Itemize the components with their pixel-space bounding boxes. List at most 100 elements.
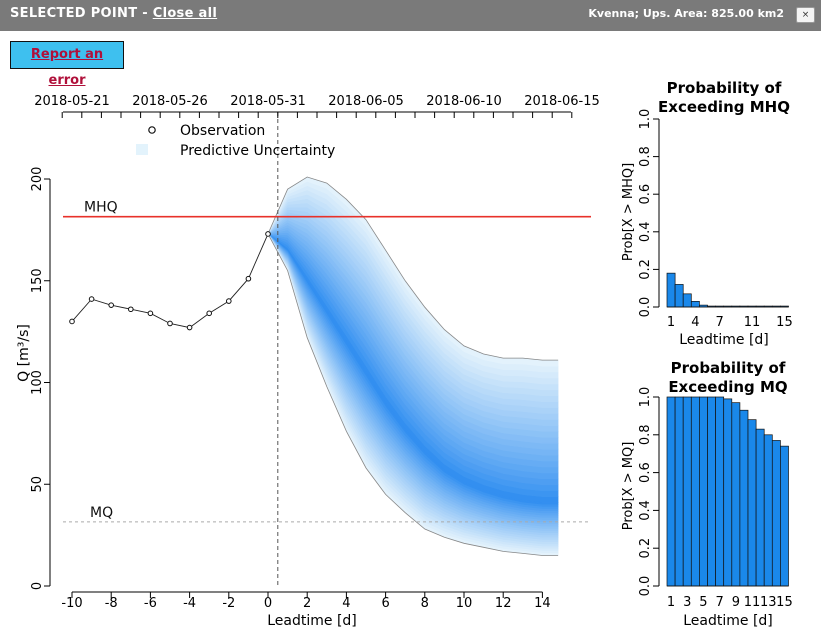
top-date-label: 2018-05-31 [230,94,306,109]
chart-title-line: Exceeding MHQ [658,98,790,116]
y-axis-title: Prob[X > MHQ] [621,163,636,261]
y-tick-label: 0.4 [638,500,653,521]
probability-bar [771,440,781,587]
probability-bar [666,272,676,308]
x-tick-label: 15 [776,595,793,610]
probability-bar [690,301,700,308]
top-date-label: 2018-06-05 [328,94,404,109]
x-tick-label: -6 [144,596,157,611]
x-tick-label: 7 [716,595,724,610]
probability-bar [674,396,684,587]
probability-bar [715,396,725,587]
close-icon[interactable]: × [796,7,815,23]
observation-point [147,310,154,317]
x-tick-label: 5 [699,595,707,610]
y-axis-title: Prob[X > MQ] [621,442,636,531]
station-info: Kvenna; Ups. Area: 825.00 km2 [588,7,784,20]
y-tick-label: 0.2 [638,538,653,559]
probability-bar [682,293,692,308]
uncertainty-upper-bound [267,176,559,361]
chart-title-line: Exceeding MQ [668,378,787,396]
x-tick-label: 6 [381,596,389,611]
observation-point [245,275,252,282]
probability-bar [699,396,708,587]
top-date-label: 2018-06-10 [426,94,502,109]
probability-bar [690,396,700,587]
probability-bar [682,396,692,587]
y-axis-title: Q [m³/s] [16,324,32,382]
x-tick-label: 15 [776,315,793,330]
y-tick-label: 0.8 [638,146,653,167]
top-date-label: 2018-05-21 [34,94,110,109]
x-tick-label: -2 [222,596,235,611]
threshold-label-mq: MQ [90,505,113,521]
x-tick-label: 0 [264,596,272,611]
observation-point [69,318,75,325]
x-tick-label: 10 [456,596,473,611]
y-tick-label: 1.0 [638,109,653,130]
x-axis-title: Leadtime [d] [683,613,773,629]
observation-point [226,298,232,304]
legend-observation-symbol [148,126,156,134]
y-tick-label: 0.0 [638,576,653,597]
chart-title-line: Probability of [667,79,782,97]
legend-uncertainty-label: Predictive Uncertainty [180,143,335,159]
observation-point [186,324,193,331]
y-tick-label: 150 [30,268,45,293]
x-axis-title: Leadtime [d] [679,332,769,348]
x-tick-label: -8 [105,596,118,611]
probability-bar [780,445,789,587]
x-tick-label: 3 [683,595,691,610]
y-tick-label: 0.6 [638,184,653,205]
x-tick-label: 12 [495,596,512,611]
probability-bar [731,402,741,587]
x-tick-label: 7 [716,315,724,330]
observation-point [108,302,114,308]
legend-uncertainty-symbol [136,144,148,155]
title-prefix: SELECTED POINT - [10,6,148,21]
report-error-button[interactable]: Report an error [10,41,124,88]
observation-point [88,296,95,302]
y-tick-label: 1.0 [638,387,653,408]
x-tick-label: 1 [667,595,675,610]
probability-bar [755,428,765,587]
observation-point [206,310,212,317]
x-tick-label: -10 [61,596,82,611]
probability-bar [739,409,749,587]
x-tick-label: 11 [744,315,761,330]
x-tick-label: -4 [183,596,196,611]
y-tick-label: 0.0 [638,297,653,318]
x-tick-label: 9 [732,595,740,610]
predictive-uncertainty-band [267,176,559,556]
chart-title-line: Probability of [671,359,786,377]
x-tick-label: 11 [744,595,761,610]
x-tick-label: 13 [760,595,777,610]
probability-bar [747,419,757,587]
y-tick-label: 100 [30,370,45,395]
probability-bar [763,434,773,587]
close-all-link[interactable]: Close all [152,6,218,21]
x-axis-title: Leadtime [d] [267,613,357,629]
probability-bar [723,398,733,587]
observation-point [167,320,173,327]
observation-point [265,231,271,237]
y-tick-label: 0.2 [638,259,653,280]
y-tick-label: 0.4 [638,221,653,242]
title-bar: SELECTED POINT - Close all Kvenna; Ups. … [0,0,821,31]
probability-bar [707,396,716,587]
x-tick-label: 1 [667,315,675,330]
y-tick-label: 0 [30,582,45,590]
main-chart: MHQ MQ 0 50 100 150 200 -10 -8 -6 -4 -2 0 2 4 6 8 10 12 14 L… [16,94,600,629]
observation-line [71,233,269,329]
y-tick-label: 0.8 [638,424,653,445]
legend-observation-label: Observation [180,123,265,139]
probability-bar [674,284,684,308]
top-date-label: 2018-05-26 [132,94,208,109]
y-tick-label: 50 [30,476,45,493]
y-tick-label: 200 [30,167,45,192]
window-title: SELECTED POINT - Close all [10,6,217,21]
x-tick-label: 14 [534,596,551,611]
